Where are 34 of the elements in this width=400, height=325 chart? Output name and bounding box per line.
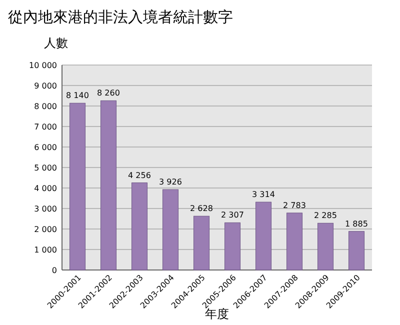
x-axis-title: 年度 [205,307,229,321]
bar [348,231,364,270]
bar [70,102,86,270]
data-label: 8 260 [97,88,120,98]
bar [162,189,178,270]
chart-title: 從內地來港的非法入境者統計數字 [8,8,233,26]
y-tick-label: 5 000 [34,164,57,172]
bar [286,212,302,270]
bar [318,222,334,270]
y-tick-label: 2 000 [34,225,57,234]
data-label: 3 926 [159,178,182,187]
y-axis-title: 人數 [44,36,68,50]
bar [256,202,272,270]
y-tick-label: 0 [52,266,57,275]
data-label: 4 256 [128,170,151,180]
bar [194,216,210,270]
bar [132,182,148,270]
bar [224,222,240,270]
y-tick-label: 4 000 [34,184,57,193]
data-label: 2 628 [190,204,213,214]
y-tick-label: 3 000 [34,204,57,214]
data-label: 2 783 [283,200,306,210]
data-label: 2 285 [314,211,337,220]
data-label: 2 307 [221,210,244,220]
y-tick-label: 9 000 [34,82,57,90]
y-tick-label: 1 000 [34,246,57,254]
y-tick-label: 10 000 [29,61,57,70]
y-tick-label: 6 000 [34,143,57,152]
y-tick-label: 8 000 [34,102,57,111]
y-tick-label: 7 000 [34,122,57,132]
data-label: 3 314 [252,190,275,200]
bar [100,100,116,270]
data-label: 1 885 [345,219,368,228]
data-label: 8 140 [66,91,89,100]
